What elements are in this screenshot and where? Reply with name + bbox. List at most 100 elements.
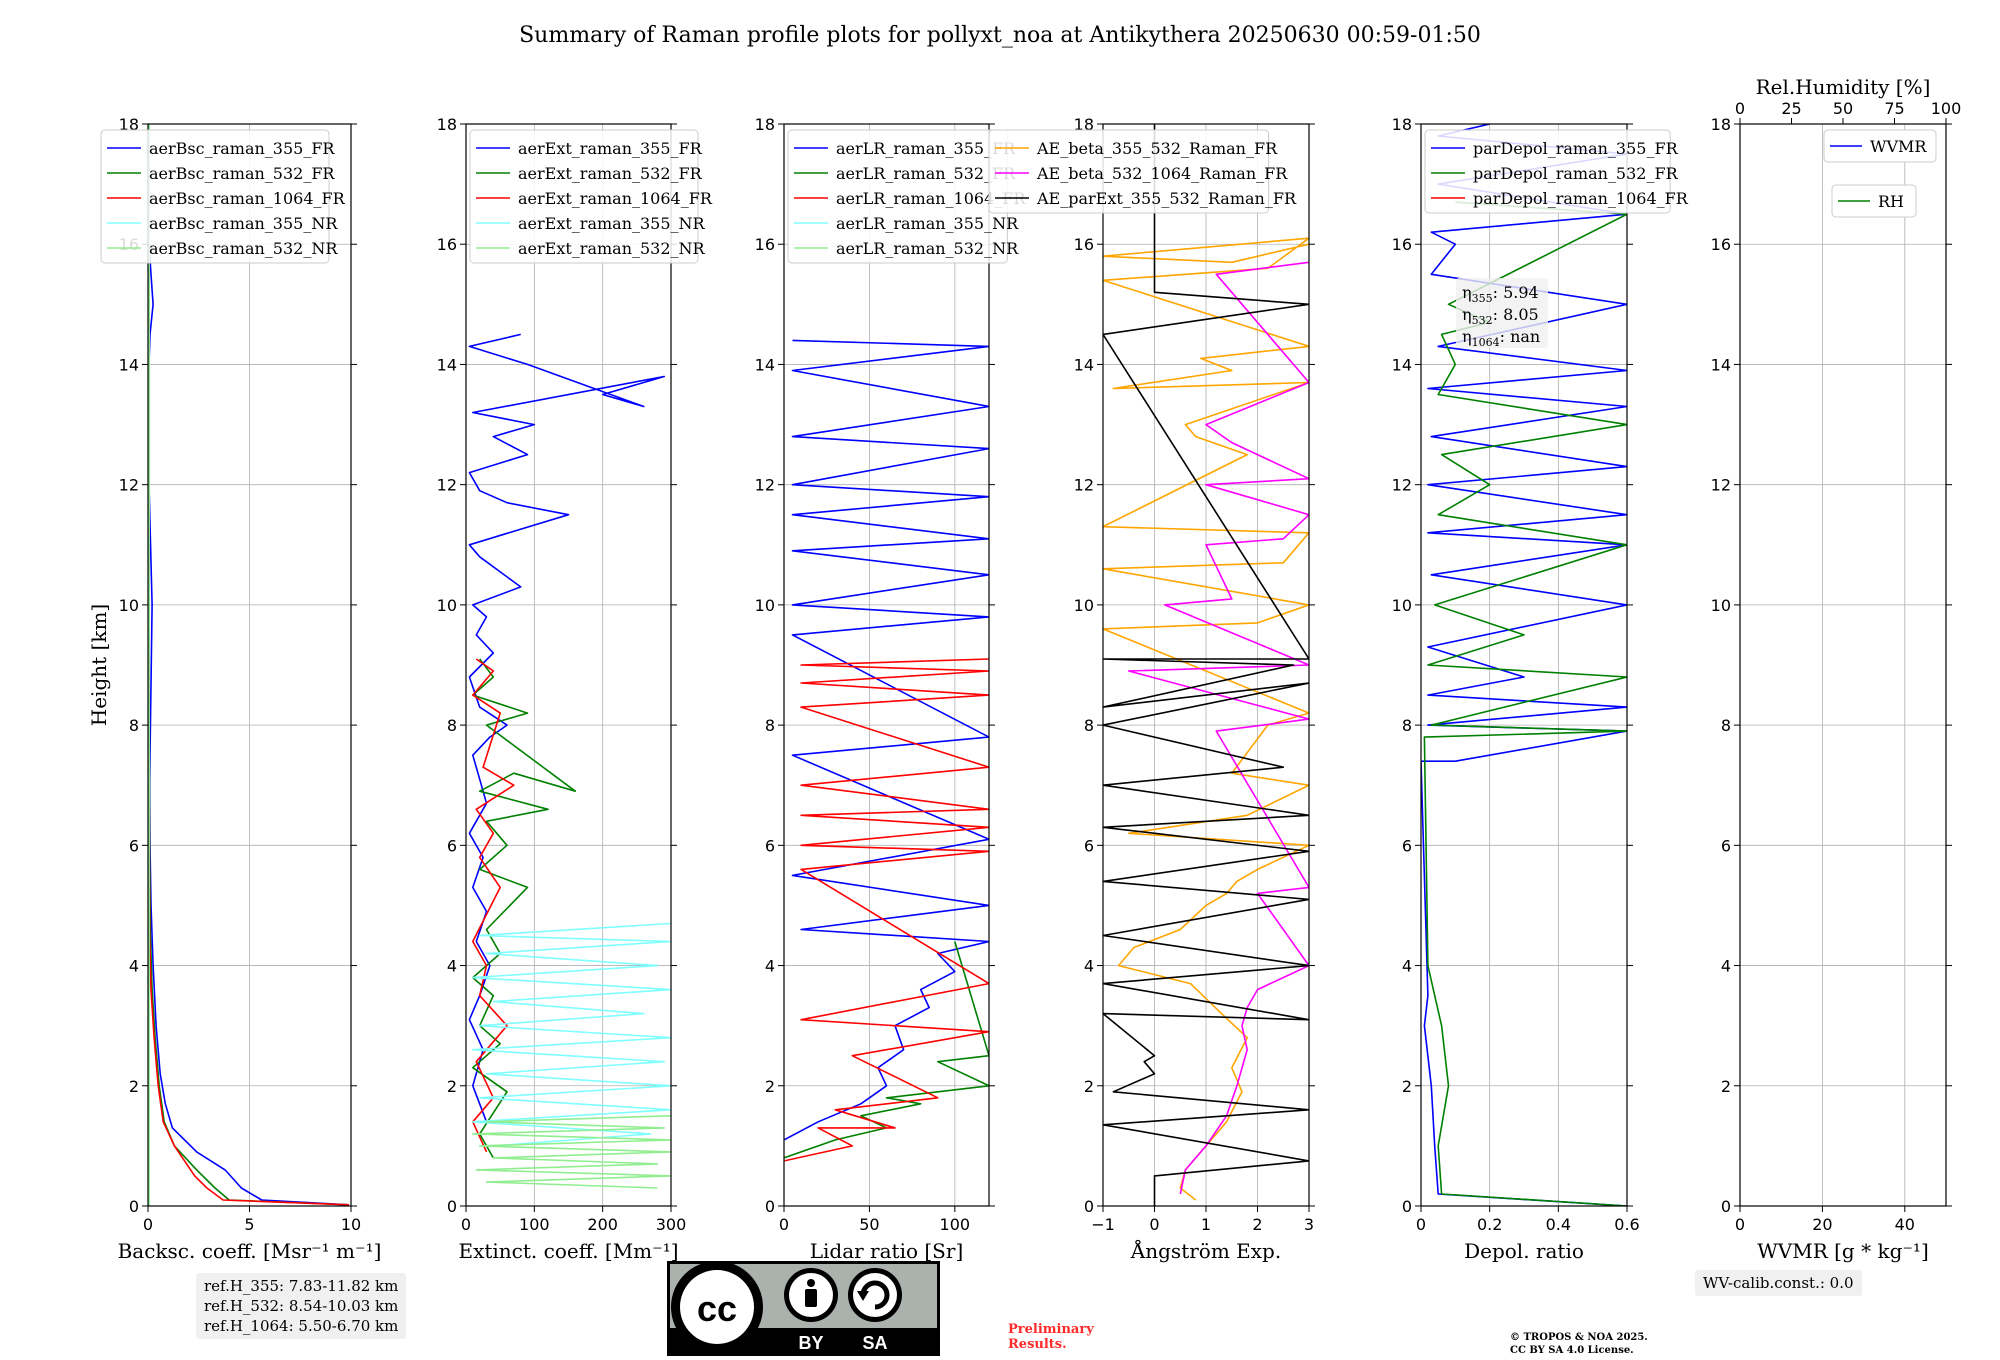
axes-frame xyxy=(1420,123,1628,1207)
x-tick-label: 10 xyxy=(341,1215,361,1234)
wv-calib-box: WV-calib.const.: 0.0 xyxy=(1695,1270,1862,1296)
y-tick-label: 6 xyxy=(1402,836,1412,855)
by-icon-head xyxy=(807,1279,815,1287)
ref-h-532: ref.H_532: 8.54-10.03 km xyxy=(204,1297,399,1315)
legend-label: AE_beta_532_1064_Raman_FR xyxy=(1036,164,1288,183)
y-tick-label: 16 xyxy=(437,235,457,254)
x-tick-label: 200 xyxy=(587,1215,618,1234)
y-tick-label: 4 xyxy=(1402,957,1412,976)
legend-label: parDepol_raman_355_FR xyxy=(1473,139,1679,158)
eta-annotation: η1064: nan xyxy=(1462,327,1540,349)
y-tick-label: 8 xyxy=(1084,716,1094,735)
legend: AE_beta_355_532_Raman_FR AE_beta_532_1064… xyxy=(988,129,1297,214)
y-tick-label: 18 xyxy=(755,115,775,134)
y-tick-label: 18 xyxy=(1074,115,1094,134)
y-tick-label: 12 xyxy=(1392,476,1412,495)
series-group xyxy=(784,339,989,1162)
series-line-aerLR_raman_1064_FR xyxy=(784,658,989,1162)
x-axis-label: WVMR [g * kg⁻¹] xyxy=(1757,1239,1929,1263)
x-tick-label: 50 xyxy=(859,1215,879,1234)
y-tick-label: 4 xyxy=(1084,957,1094,976)
y-tick-label: 0 xyxy=(129,1197,139,1216)
series-line-aerExt_raman_355_NR xyxy=(471,922,671,1147)
sa-icon xyxy=(853,1273,897,1317)
y-tick-label: 0 xyxy=(1402,1197,1412,1216)
reference-height-box: ref.H_355: 7.83-11.82 km ref.H_532: 8.54… xyxy=(196,1273,407,1339)
series-line-aerBsc_raman_532_FR xyxy=(148,124,350,1206)
x-tick-label: 0 xyxy=(143,1215,153,1234)
by-label: BY xyxy=(798,1333,823,1353)
y-tick-label: 16 xyxy=(1711,235,1731,254)
wv-calib-const: WV-calib.const.: 0.0 xyxy=(1703,1274,1854,1292)
x-tick-label: 0 xyxy=(461,1215,471,1234)
x-tick-label: 0.6 xyxy=(1614,1215,1639,1234)
y-tick-label: 12 xyxy=(437,476,457,495)
axes-frame xyxy=(1739,123,1947,1207)
x-axis-label: Lidar ratio [Sr] xyxy=(810,1239,964,1263)
legend-label: RH xyxy=(1878,192,1904,211)
preliminary-note: Preliminary Results. xyxy=(1008,1322,1094,1352)
y-tick-label: 18 xyxy=(119,115,139,134)
y-tick-label: 2 xyxy=(1721,1077,1731,1096)
y-tick-label: 10 xyxy=(437,596,457,615)
legend: aerBsc_raman_355_FR aerBsc_raman_532_FRae… xyxy=(100,129,346,264)
y-tick-label: 8 xyxy=(765,716,775,735)
copyright-note: © TROPOS & NOA 2025. CC BY SA 4.0 Licens… xyxy=(1510,1331,1648,1357)
y-tick-label: 6 xyxy=(765,836,775,855)
legend-box xyxy=(988,129,1270,214)
x-tick-label: 5 xyxy=(244,1215,254,1234)
series-group xyxy=(468,333,671,1189)
legend-label: AE_parExt_355_532_Raman_FR xyxy=(1036,189,1297,208)
series-line-aerExt_raman_1064_FR xyxy=(471,658,515,1153)
series-line-aerExt_raman_532_NR xyxy=(471,1115,671,1189)
preliminary-line-2: Results. xyxy=(1008,1337,1067,1352)
chart-panel-2: 0 2 4 6 8 10 12 14 16 18 0 100 200 300 Extinct. coeff.… xyxy=(437,115,713,1263)
x-tick-label: −1 xyxy=(1091,1215,1115,1234)
x-tick-label: 0.4 xyxy=(1546,1215,1571,1234)
series-group xyxy=(1421,124,1627,1206)
y-tick-label: 12 xyxy=(119,476,139,495)
sa-icon-arrow xyxy=(860,1280,890,1310)
y-tick-label: 18 xyxy=(1392,115,1412,134)
legend-label: aerBsc_raman_532_FR xyxy=(149,164,335,183)
top-x-tick-label: 0 xyxy=(1735,99,1745,118)
y-tick-label: 0 xyxy=(1084,1197,1094,1216)
y-tick-label: 14 xyxy=(755,355,775,374)
y-tick-label: 6 xyxy=(1084,836,1094,855)
y-tick-label: 14 xyxy=(1392,355,1412,374)
copyright-line-1: © TROPOS & NOA 2025. xyxy=(1510,1332,1648,1343)
y-tick-label: 2 xyxy=(765,1077,775,1096)
eta-annotation: η532: 8.05 xyxy=(1462,305,1539,327)
legend-label: WVMR xyxy=(1870,137,1927,156)
legend-box xyxy=(1823,129,1937,163)
legend-label: aerBsc_raman_532_NR xyxy=(149,239,338,258)
cc-icon-text: cc xyxy=(697,1288,737,1329)
legend-label: aerExt_raman_355_FR xyxy=(518,139,703,158)
y-axis-label: Height [km] xyxy=(87,604,111,726)
x-tick-label: 300 xyxy=(656,1215,687,1234)
legend-box xyxy=(100,129,330,264)
y-tick-label: 8 xyxy=(1721,716,1731,735)
legend: RH xyxy=(1831,184,1917,218)
chart-panel-3: 0 2 4 6 8 10 12 14 16 18 0 50 100 Lidar ratio [Sr] aer… xyxy=(755,115,1027,1263)
cc-by-sa-license-badge: cc BY SA xyxy=(667,1261,940,1356)
y-tick-label: 0 xyxy=(1721,1197,1731,1216)
y-tick-label: 12 xyxy=(1074,476,1094,495)
series-line-parDepol_raman_532_FR xyxy=(1423,201,1627,1206)
legend-label: aerExt_raman_355_NR xyxy=(518,214,706,233)
x-axis-label: Extinct. coeff. [Mm⁻¹] xyxy=(458,1239,678,1263)
legend-label: aerLR_raman_355_FR xyxy=(836,139,1016,158)
y-tick-label: 12 xyxy=(755,476,775,495)
series-line-aerExt_raman_355_FR xyxy=(468,333,666,1123)
legend: WVMR xyxy=(1823,129,1937,163)
legend-box xyxy=(1831,184,1917,218)
x-tick-label: 0 xyxy=(1735,1215,1745,1234)
series-line-AE_parExt_355_532_Raman_FR xyxy=(1103,124,1309,1206)
x-tick-label: 2 xyxy=(1252,1215,1262,1234)
series-line-parDepol_raman_355_FR xyxy=(1421,124,1627,1206)
series-line-aerExt_raman_532_FR xyxy=(471,658,577,1159)
y-tick-label: 4 xyxy=(129,957,139,976)
